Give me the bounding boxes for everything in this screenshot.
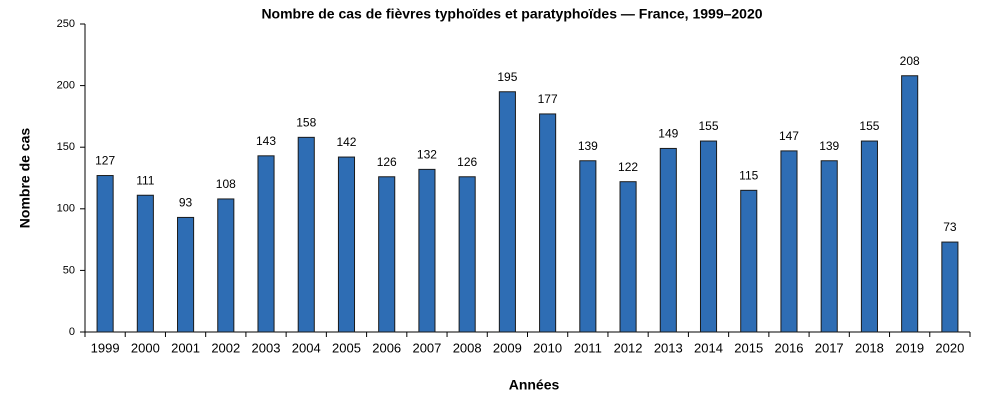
bar — [579, 160, 597, 333]
x-tick-label: 2020 — [935, 340, 964, 355]
bar — [941, 241, 959, 333]
value-label: 177 — [538, 92, 558, 106]
bar — [136, 194, 154, 333]
bar — [820, 160, 838, 333]
value-label: 149 — [658, 127, 678, 141]
x-tick-label: 2006 — [372, 340, 401, 355]
value-label: 195 — [497, 70, 517, 84]
bar — [860, 140, 878, 333]
x-tick-label: 2016 — [775, 340, 804, 355]
value-label: 126 — [377, 155, 397, 169]
x-tick-label: 2005 — [332, 340, 361, 355]
bar — [257, 155, 275, 333]
value-label: 111 — [136, 173, 155, 187]
x-tick-label: 2014 — [694, 340, 723, 355]
y-tick-label: 250 — [57, 18, 75, 30]
value-label: 73 — [943, 220, 957, 234]
x-tick-label: 2009 — [493, 340, 522, 355]
value-label: 132 — [417, 148, 437, 162]
y-axis-title: Nombre de cas — [17, 128, 33, 229]
x-tick-label: 2010 — [533, 340, 562, 355]
value-label: 208 — [900, 54, 920, 68]
bar — [177, 216, 195, 333]
value-label: 108 — [216, 177, 236, 191]
value-label: 115 — [739, 168, 758, 182]
value-label: 139 — [578, 139, 598, 153]
y-tick-label: 100 — [57, 203, 75, 215]
bar — [498, 91, 516, 333]
x-tick-label: 2008 — [453, 340, 482, 355]
bar — [659, 147, 677, 333]
y-tick-label: 200 — [57, 80, 75, 92]
bar — [297, 136, 315, 333]
value-label: 158 — [296, 116, 316, 130]
x-tick-label: 2012 — [614, 340, 643, 355]
value-label: 147 — [779, 129, 799, 143]
bar — [378, 176, 396, 333]
x-tick-label: 2017 — [815, 340, 844, 355]
value-label: 142 — [336, 135, 356, 149]
bar — [539, 113, 557, 333]
x-axis-title: Années — [509, 377, 560, 393]
value-label: 155 — [699, 119, 719, 133]
value-label: 127 — [95, 154, 115, 168]
value-label: 93 — [179, 196, 193, 210]
bar — [619, 181, 637, 333]
value-label: 143 — [256, 134, 276, 148]
bar — [699, 140, 718, 333]
bar — [740, 189, 758, 333]
bar — [217, 198, 235, 333]
bar — [458, 176, 476, 333]
value-label: 155 — [859, 119, 879, 133]
x-tick-label: 2018 — [855, 340, 884, 355]
y-tick-label: 0 — [69, 326, 75, 338]
x-tick-label: 2015 — [734, 340, 763, 355]
bar — [901, 75, 919, 333]
bar — [337, 156, 356, 333]
value-label: 139 — [819, 139, 839, 153]
y-tick-label: 150 — [57, 141, 75, 153]
x-tick-label: 2003 — [252, 340, 281, 355]
x-tick-label: 2013 — [654, 340, 683, 355]
bar — [96, 175, 114, 333]
x-tick-label: 2011 — [574, 340, 602, 355]
x-tick-label: 2001 — [171, 340, 200, 355]
value-label: 126 — [457, 155, 477, 169]
bar — [418, 168, 436, 333]
x-tick-label: 2004 — [292, 340, 321, 355]
x-tick-label: 1999 — [91, 340, 120, 355]
chart-title: Nombre de cas de fièvres typhoïdes et pa… — [261, 6, 762, 22]
x-tick-label: 2019 — [895, 340, 924, 355]
value-label: 122 — [618, 160, 638, 174]
bar — [780, 150, 798, 333]
x-tick-label: 2000 — [131, 340, 160, 355]
x-tick-label: 2007 — [412, 340, 441, 355]
x-tick-label: 2002 — [211, 340, 240, 355]
y-tick-label: 50 — [63, 264, 75, 276]
